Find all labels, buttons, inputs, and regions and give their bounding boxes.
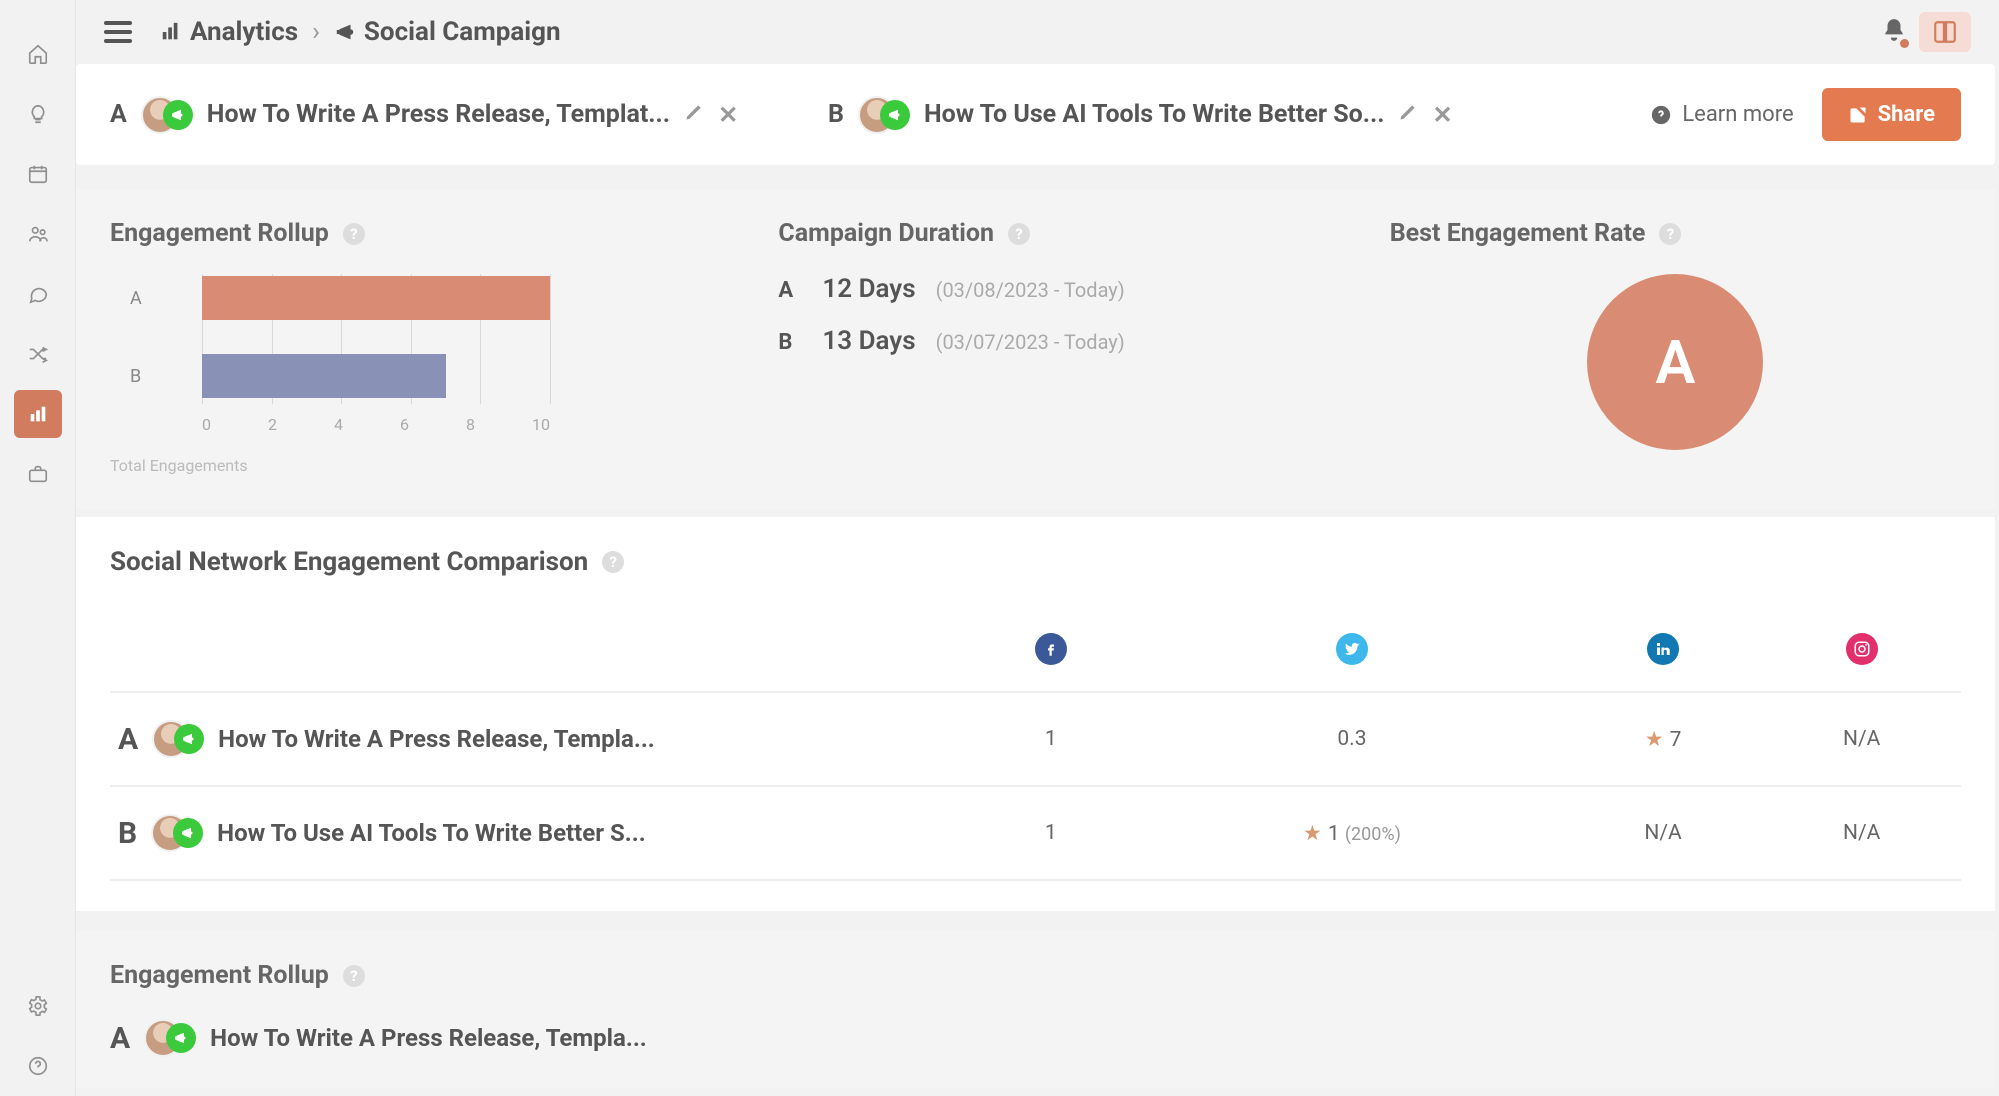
help-icon[interactable]: ?	[343, 223, 365, 245]
duration-title: Campaign Duration	[778, 219, 994, 248]
nav-chat-icon[interactable]	[14, 270, 62, 318]
duration-row: A12 Days(03/08/2023 - Today)	[778, 274, 1349, 304]
topbar: Analytics › Social Campaign	[76, 0, 1999, 64]
engagement-bar-chart: 0246810 AB	[130, 274, 550, 444]
nav-help-icon[interactable]	[14, 1042, 62, 1090]
rollup2-title: Engagement Rollup	[110, 961, 329, 990]
duration-row: B13 Days(03/07/2023 - Today)	[778, 326, 1349, 356]
campaign-a-avatar	[141, 95, 193, 135]
learn-more-link[interactable]: Learn more	[1650, 102, 1793, 127]
engagement-rollup-card: Engagement Rollup? 0246810 AB Total Enga…	[110, 219, 738, 475]
breadcrumb: Analytics › Social Campaign	[160, 17, 561, 47]
avatar	[144, 1018, 196, 1058]
help-icon[interactable]: ?	[602, 551, 624, 573]
notification-dot	[1900, 39, 1909, 48]
chart-axis-caption: Total Engagements	[110, 456, 738, 475]
nav-shuffle-icon[interactable]	[14, 330, 62, 378]
sidebar	[0, 0, 76, 1096]
nav-analytics-icon[interactable]	[14, 390, 62, 438]
nav-team-icon[interactable]	[14, 210, 62, 258]
best-winner-badge: A	[1587, 274, 1763, 450]
rollup2-letter: A	[110, 1021, 130, 1056]
rollup2-row: A How To Write A Press Release, Templa..…	[110, 1018, 1961, 1058]
campaign-a: A How To Write A Press Release, Templat.…	[110, 95, 800, 135]
breadcrumb-page: Social Campaign	[364, 17, 561, 47]
bar	[202, 354, 446, 398]
share-button[interactable]: Share	[1822, 88, 1961, 141]
campaign-a-letter: A	[110, 100, 127, 129]
compare-header: A How To Write A Press Release, Templat.…	[76, 64, 1995, 165]
avatar	[152, 719, 204, 759]
nav-briefcase-icon[interactable]	[14, 450, 62, 498]
facebook-icon	[1035, 633, 1067, 665]
campaign-b-letter: B	[828, 100, 844, 129]
remove-campaign-a-icon[interactable]: ✕	[718, 103, 738, 127]
campaign-a-title: How To Write A Press Release, Templat...	[207, 100, 670, 129]
table-row: AHow To Write A Press Release, Templa...…	[110, 692, 1961, 786]
twitter-icon	[1336, 633, 1368, 665]
engagement-rollup-2: Engagement Rollup? A How To Write A Pres…	[76, 931, 1995, 1088]
nav-ideas-icon[interactable]	[14, 90, 62, 138]
megaphone-badge-icon	[163, 100, 193, 130]
linkedin-icon	[1647, 633, 1679, 665]
stats-row: Engagement Rollup? 0246810 AB Total Enga…	[76, 189, 1995, 509]
help-icon[interactable]: ?	[1008, 223, 1030, 245]
best-winner-letter: A	[1655, 327, 1695, 398]
nav-calendar-icon[interactable]	[14, 150, 62, 198]
engagement-rollup-title: Engagement Rollup	[110, 219, 329, 248]
campaign-b-title: How To Use AI Tools To Write Better So..…	[924, 100, 1384, 129]
bar	[202, 276, 550, 320]
notifications-icon[interactable]	[1881, 17, 1907, 47]
star-icon: ★	[1303, 822, 1322, 846]
megaphone-badge-icon	[880, 100, 910, 130]
comparison-table: AHow To Write A Press Release, Templa...…	[110, 607, 1961, 881]
chevron-right-icon: ›	[312, 17, 320, 47]
analytics-icon	[160, 21, 182, 43]
bar-label: A	[130, 288, 190, 309]
bar-label: B	[130, 366, 190, 387]
menu-toggle-icon[interactable]	[104, 21, 132, 43]
campaign-b: B How To Use AI Tools To Write Better So…	[828, 95, 1518, 135]
table-row: BHow To Use AI Tools To Write Better S..…	[110, 786, 1961, 880]
best-engagement-card: Best Engagement Rate? A	[1390, 219, 1961, 475]
edit-campaign-b-icon[interactable]	[1398, 100, 1418, 129]
best-title: Best Engagement Rate	[1390, 219, 1646, 248]
docs-button[interactable]	[1919, 12, 1971, 52]
help-icon[interactable]: ?	[343, 965, 365, 987]
megaphone-icon	[334, 21, 356, 43]
instagram-icon	[1846, 633, 1878, 665]
help-icon[interactable]: ?	[1659, 223, 1681, 245]
network-comparison-section: Social Network Engagement Comparison? AH…	[76, 517, 1995, 911]
breadcrumb-root[interactable]: Analytics	[190, 17, 298, 47]
campaign-b-avatar	[858, 95, 910, 135]
campaign-duration-card: Campaign Duration? A12 Days(03/08/2023 -…	[778, 219, 1349, 475]
star-icon: ★	[1645, 728, 1664, 752]
remove-campaign-b-icon[interactable]: ✕	[1432, 103, 1452, 127]
nav-settings-icon[interactable]	[14, 982, 62, 1030]
avatar	[151, 813, 203, 853]
share-label: Share	[1878, 102, 1935, 127]
nav-home-icon[interactable]	[14, 30, 62, 78]
comparison-title: Social Network Engagement Comparison	[110, 547, 588, 577]
edit-campaign-a-icon[interactable]	[684, 100, 704, 129]
rollup2-row-title: How To Write A Press Release, Templa...	[210, 1024, 647, 1052]
learn-more-label: Learn more	[1682, 102, 1793, 127]
